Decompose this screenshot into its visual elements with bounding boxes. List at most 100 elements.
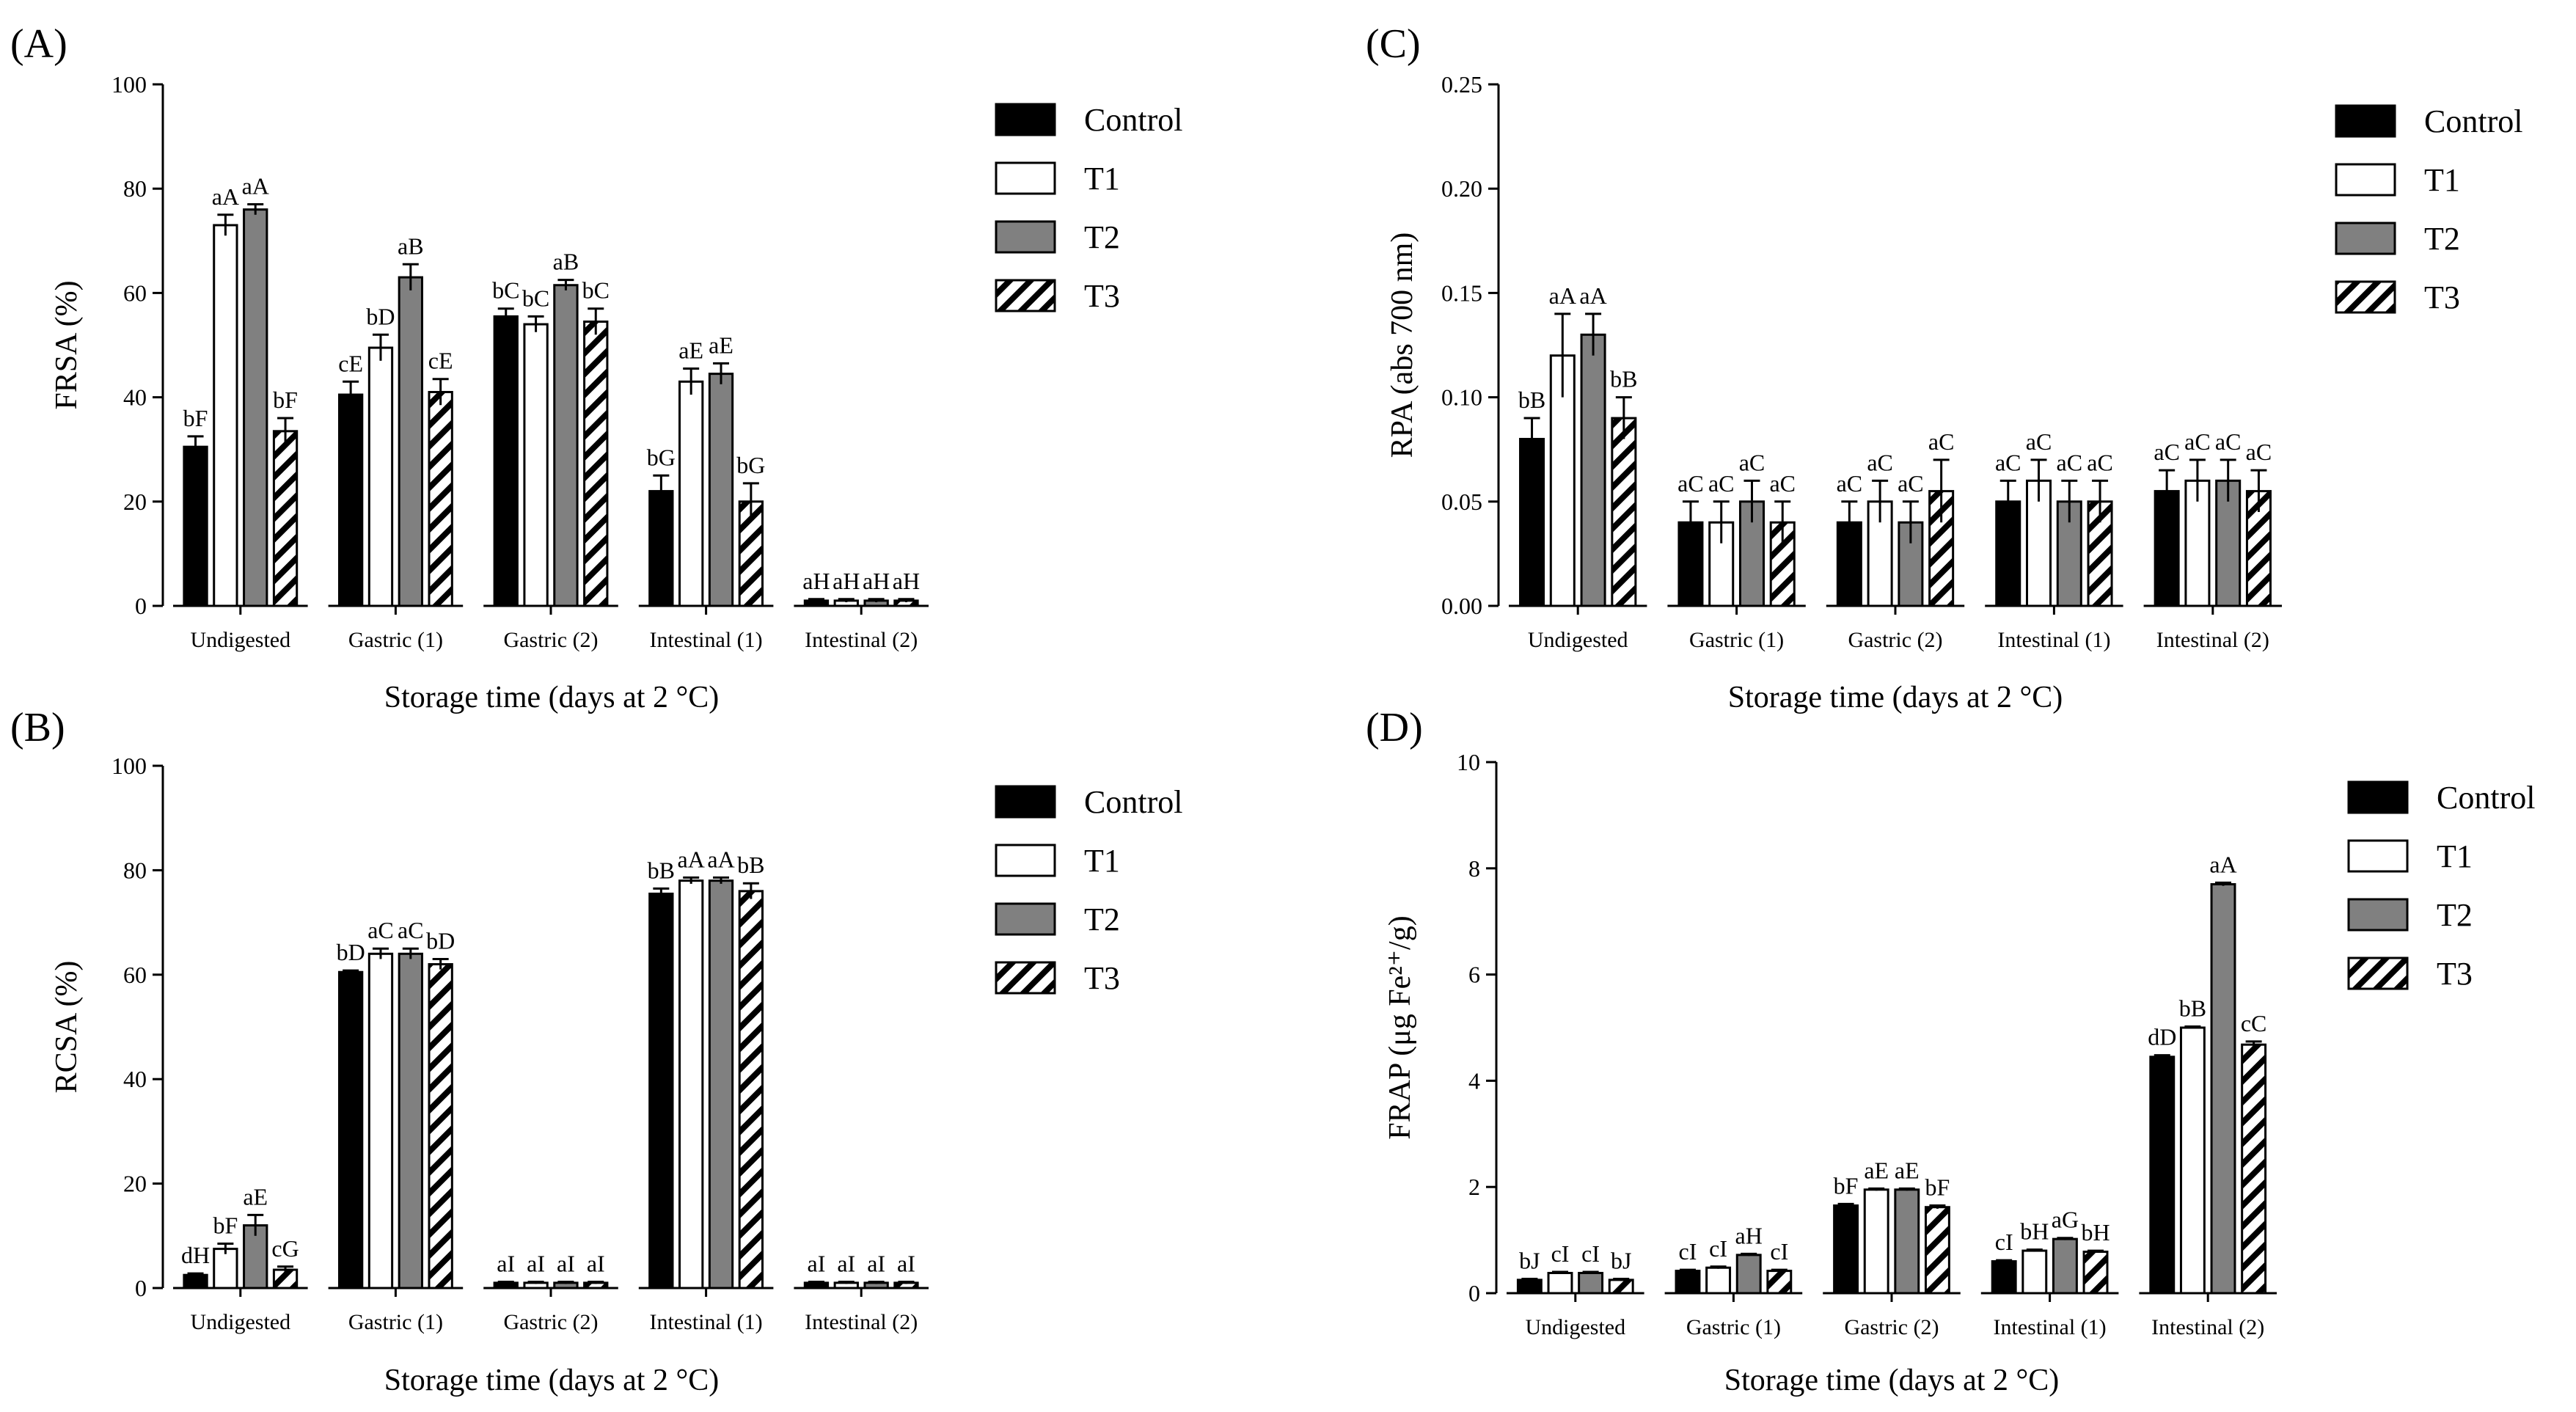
significance-label: aE <box>709 332 733 358</box>
bar-control <box>1675 1270 1701 1295</box>
significance-label: aA <box>1579 282 1606 309</box>
bar-t3 <box>2241 1043 2267 1295</box>
bar-t1 <box>2021 1249 2048 1295</box>
significance-label: aA <box>678 846 705 872</box>
bar-t2 <box>2210 883 2236 1295</box>
legend-label: Control <box>2424 103 2522 139</box>
x-tick-label: Intestinal (1) <box>650 1310 763 1334</box>
y-axis-title: FRAP (μg Fe²⁺/g) <box>1383 915 1417 1139</box>
significance-label: aH <box>802 568 830 594</box>
significance-label: cI <box>1679 1238 1697 1265</box>
legend-swatch-t1 <box>2335 163 2396 197</box>
y-tick-label: 80 <box>123 857 147 883</box>
legend-label: T1 <box>2437 838 2473 874</box>
bar-t3 <box>1924 1206 1950 1295</box>
legend-swatch-t3 <box>995 279 1056 312</box>
legend-label: T3 <box>2437 956 2473 992</box>
significance-label: bC <box>582 277 610 304</box>
chart-panel-1: (A) 0 20 40 60 80 100 FRSA (%) Undigested Gastric… <box>10 21 1182 714</box>
legend-swatch-control <box>2347 780 2409 814</box>
significance-label: bF <box>1834 1172 1859 1199</box>
y-axis-title: FRSA (%) <box>50 280 84 409</box>
bar-t2 <box>2052 1237 2078 1295</box>
legend-label: T2 <box>2437 897 2473 933</box>
y-axis-title: RPA (abs 700 nm) <box>1386 233 1419 458</box>
significance-label: bJ <box>1611 1247 1631 1273</box>
significance-label: cE <box>338 350 363 376</box>
significance-label: aA <box>242 173 269 200</box>
significance-label: bB <box>1610 366 1637 392</box>
significance-label: aE <box>1864 1157 1889 1183</box>
significance-label: aC <box>2026 428 2052 455</box>
x-tick-label: Gastric (1) <box>1686 1315 1781 1339</box>
bar-t2 <box>708 373 734 607</box>
significance-label: aA <box>212 183 239 210</box>
significance-label: aC <box>1769 470 1796 497</box>
bar-control <box>1991 1260 2017 1295</box>
legend-label: Control <box>1084 784 1182 820</box>
y-tick-label: 60 <box>123 962 147 988</box>
panel-label: (C) <box>1366 21 1421 67</box>
x-tick-label: Intestinal (2) <box>2156 628 2269 652</box>
bar-t3 <box>583 321 609 607</box>
significance-label: aI <box>867 1250 885 1276</box>
significance-label: cI <box>1581 1240 1600 1267</box>
y-tick-label: 6 <box>1468 962 1480 988</box>
y-tick-label: 80 <box>123 175 147 202</box>
bar-t1 <box>678 380 704 607</box>
bar-control <box>337 970 364 1290</box>
significance-label: aC <box>398 917 424 943</box>
bar-t1 <box>367 346 394 607</box>
x-tick-label: Intestinal (1) <box>1994 1315 2107 1339</box>
significance-label: aI <box>587 1250 605 1276</box>
legend-label: Control <box>1084 102 1182 138</box>
significance-label: aE <box>243 1183 268 1210</box>
y-tick-label: 0.10 <box>1441 384 1482 411</box>
bar-t3 <box>1766 1270 1793 1295</box>
significance-label: bF <box>273 387 298 413</box>
legend-swatch-t2 <box>995 902 1056 936</box>
y-tick-label: 60 <box>123 279 147 306</box>
y-tick-label: 0 <box>135 1275 147 1301</box>
bar-t3 <box>738 890 764 1290</box>
bar-control <box>1516 1279 1543 1295</box>
x-tick-label: Undigested <box>190 1310 290 1334</box>
y-tick-label: 40 <box>123 384 147 411</box>
y-tick-label: 20 <box>123 489 147 515</box>
bar-control <box>493 315 519 607</box>
significance-label: aC <box>1677 470 1704 497</box>
significance-label: aH <box>893 568 920 594</box>
y-tick-label: 4 <box>1468 1067 1480 1094</box>
significance-label: bF <box>213 1212 238 1238</box>
chart-panel-4: (D) 0 2 4 6 8 10 FRAP (μg Fe²⁺/g) Undigested Gast… <box>1366 705 2535 1397</box>
bar-t3 <box>428 963 453 1290</box>
bar-t3 <box>1611 417 1637 607</box>
significance-label: bC <box>492 277 519 304</box>
significance-label: aA <box>1549 282 1576 309</box>
bar-t2 <box>1580 333 1606 607</box>
bar-t2 <box>2215 479 2242 607</box>
significance-label: aG <box>2052 1207 2079 1233</box>
significance-label: aA <box>2209 851 2236 877</box>
significance-label: aC <box>1928 428 1955 455</box>
significance-label: bH <box>2020 1218 2049 1245</box>
legend-label: T3 <box>2424 279 2460 315</box>
bar-control <box>2149 1056 2176 1295</box>
bar-t3 <box>1608 1279 1634 1295</box>
x-tick-label: Gastric (2) <box>503 1310 598 1334</box>
y-tick-label: 8 <box>1468 855 1480 882</box>
bar-t1 <box>213 1248 238 1290</box>
y-tick-label: 0.20 <box>1441 175 1482 202</box>
legend-swatch-t1 <box>995 161 1056 195</box>
significance-label: bD <box>426 927 455 954</box>
significance-label: aC <box>1739 449 1765 475</box>
x-tick-label: Gastric (2) <box>1848 628 1942 652</box>
y-tick-label: 0.00 <box>1441 593 1482 619</box>
significance-label: cI <box>1551 1240 1570 1267</box>
significance-label: aE <box>678 337 703 363</box>
significance-label: bD <box>337 939 365 965</box>
bar-t2 <box>398 276 423 607</box>
legend-label: T2 <box>1084 219 1120 255</box>
y-tick-label: 0 <box>1468 1280 1480 1306</box>
significance-label: aC <box>1995 449 2021 475</box>
